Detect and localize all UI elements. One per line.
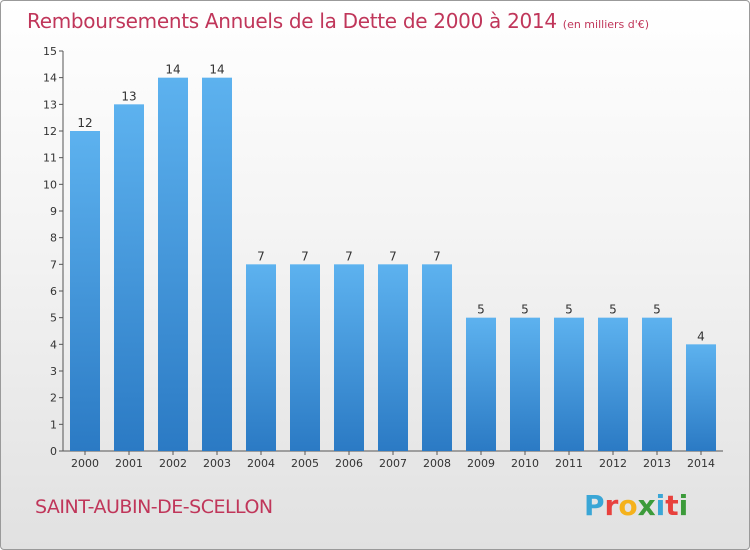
data-label: 5 xyxy=(477,303,485,317)
bar xyxy=(70,131,100,451)
y-tick-label: 11 xyxy=(43,152,57,165)
bar xyxy=(114,104,144,451)
data-label: 7 xyxy=(433,249,441,263)
logo-letter: x xyxy=(637,489,656,522)
x-tick-label: 2002 xyxy=(159,457,187,470)
logo-letter: o xyxy=(618,489,638,522)
y-tick-label: 1 xyxy=(50,418,57,431)
commune-name: SAINT-AUBIN-DE-SCELLON xyxy=(35,496,273,518)
bar xyxy=(598,317,628,451)
data-label: 12 xyxy=(77,116,92,130)
logo-letter: t xyxy=(665,489,679,522)
y-tick-label: 0 xyxy=(50,445,57,458)
data-label: 5 xyxy=(521,303,529,317)
y-tick-label: 2 xyxy=(50,392,57,405)
y-tick-label: 14 xyxy=(43,72,57,85)
bar xyxy=(290,264,320,451)
data-label: 7 xyxy=(257,249,265,263)
x-tick-label: 2008 xyxy=(423,457,451,470)
x-tick-label: 2011 xyxy=(555,457,583,470)
logo-letter: P xyxy=(584,489,605,522)
x-tick-label: 2010 xyxy=(511,457,539,470)
data-label: 7 xyxy=(345,249,353,263)
data-label: 14 xyxy=(165,63,180,77)
y-tick-label: 5 xyxy=(50,312,57,325)
x-tick-label: 2004 xyxy=(247,457,275,470)
bar xyxy=(422,264,452,451)
data-label: 5 xyxy=(653,303,661,317)
y-tick-label: 6 xyxy=(50,285,57,298)
x-tick-label: 2013 xyxy=(643,457,671,470)
chart-title: Remboursements Annuels de la Dette de 20… xyxy=(27,9,650,33)
y-tick-label: 9 xyxy=(50,205,57,218)
x-tick-label: 2012 xyxy=(599,457,627,470)
bar xyxy=(510,317,540,451)
x-tick-label: 2005 xyxy=(291,457,319,470)
y-tick-label: 12 xyxy=(43,125,57,138)
x-tick-label: 2014 xyxy=(687,457,715,470)
proxiti-logo: Proxiti xyxy=(584,489,688,522)
y-tick-label: 7 xyxy=(50,258,57,271)
x-tick-label: 2000 xyxy=(71,457,99,470)
bar xyxy=(246,264,276,451)
data-label: 5 xyxy=(609,303,617,317)
y-tick-label: 13 xyxy=(43,98,57,111)
bar xyxy=(686,344,716,451)
data-label: 5 xyxy=(565,303,573,317)
bar xyxy=(378,264,408,451)
bar xyxy=(334,264,364,451)
y-tick-label: 4 xyxy=(50,338,57,351)
data-label: 7 xyxy=(389,249,397,263)
y-tick-label: 10 xyxy=(43,178,57,191)
logo-letter: r xyxy=(604,489,619,522)
data-label: 4 xyxy=(697,329,705,343)
y-tick-label: 3 xyxy=(50,365,57,378)
y-tick-label: 15 xyxy=(43,45,57,58)
x-tick-label: 2001 xyxy=(115,457,143,470)
data-label: 7 xyxy=(301,249,309,263)
bar xyxy=(202,77,232,452)
x-tick-label: 2007 xyxy=(379,457,407,470)
y-tick-label: 8 xyxy=(50,232,57,245)
x-tick-label: 2006 xyxy=(335,457,363,470)
logo-letter: i xyxy=(655,489,666,522)
bar xyxy=(642,317,672,451)
logo-letter: i xyxy=(678,489,689,522)
bar xyxy=(158,77,188,452)
bar xyxy=(554,317,584,451)
bar xyxy=(466,317,496,451)
x-tick-label: 2003 xyxy=(203,457,231,470)
chart-subtitle: (en milliers d'€) xyxy=(562,18,650,31)
data-label: 14 xyxy=(209,63,224,77)
x-tick-label: 2009 xyxy=(467,457,495,470)
data-label: 13 xyxy=(121,89,136,103)
